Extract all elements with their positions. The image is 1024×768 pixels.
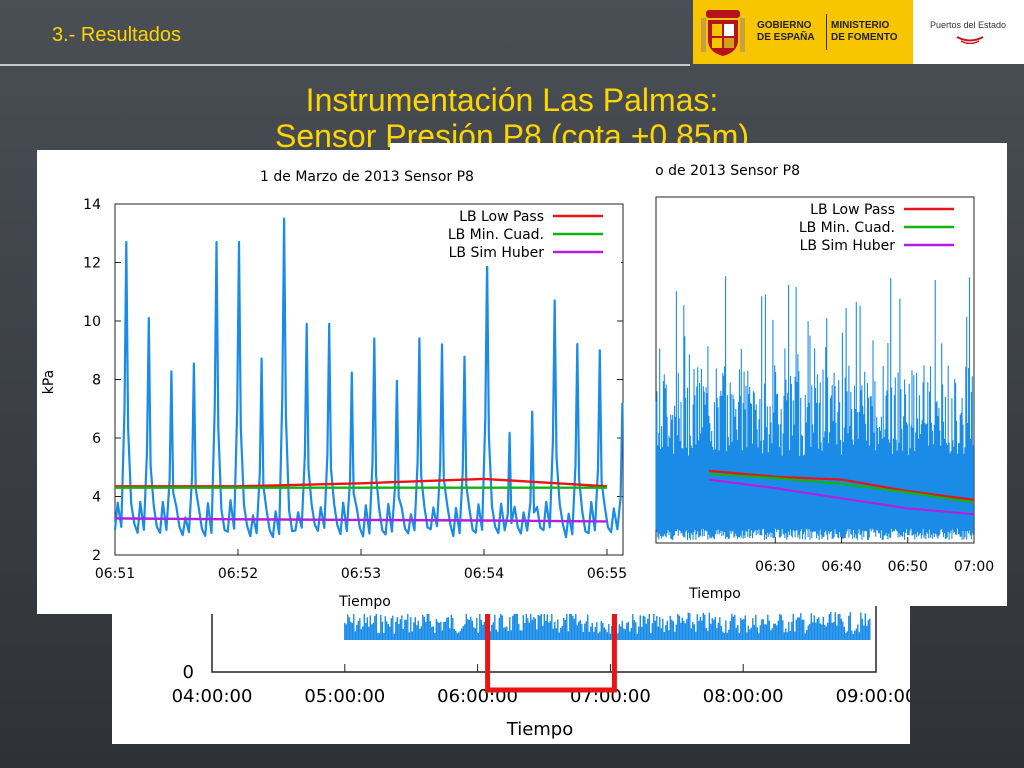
front-x-tick-label: 06:51 <box>95 566 135 582</box>
slide-title: Instrumentación Las Palmas: <box>305 82 719 118</box>
front-y-tick-label: 12 <box>83 256 101 272</box>
middle-legend-label: LB Low Pass <box>810 202 895 218</box>
puertos-logo-icon <box>956 36 984 44</box>
overview-x-ticks: 04:00:00 05:00:00 06:00:00 07:00:00 08:00:00… <box>172 664 916 707</box>
front-series-line <box>114 517 608 523</box>
front-legend-label: LB Sim Huber <box>449 245 545 261</box>
overview-x-tick-label: 08:00:00 <box>703 686 784 707</box>
middle-chart: …arzo de 2013 Sensor P8 LB Low Pass LB Mi… <box>619 163 994 602</box>
middle-x-ticks: 06:30 06:40 06:50 07:00 <box>755 537 994 575</box>
middle-x-tick-label: 06:50 <box>888 559 928 575</box>
front-x-tick-label: 06:55 <box>587 566 627 582</box>
section-title: 3.- Resultados <box>52 24 181 46</box>
middle-x-tick-label: 06:40 <box>821 559 861 575</box>
middle-legend: LB Low Pass LB Min. Cuad. LB Sim Huber <box>782 199 972 259</box>
front-x-tick-label: 06:54 <box>464 566 504 582</box>
front-y-tick-label: 6 <box>92 431 101 447</box>
front-y-tick-label: 10 <box>83 314 101 330</box>
header-divider <box>0 64 690 66</box>
slide-header: 3.- Resultados GOBIERNO DE ESPAÑA MINISTE… <box>0 0 1024 66</box>
puertos-logo-block <box>913 0 1024 64</box>
front-y-tick-label: 8 <box>92 373 101 389</box>
front-y-label: kPa <box>41 370 57 395</box>
coat-of-arms-icon <box>701 10 745 56</box>
middle-legend-label: LB Sim Huber <box>800 238 896 254</box>
middle-plot-frame <box>655 196 975 544</box>
middle-x-tick-label: 07:00 <box>954 559 994 575</box>
front-x-tick-label: 06:52 <box>218 566 258 582</box>
middle-legend-label: LB Min. Cuad. <box>799 220 895 236</box>
gobierno-label: GOBIERNO DE ESPAÑA <box>757 20 815 43</box>
middle-signal <box>655 276 974 541</box>
overview-signal <box>344 612 871 640</box>
overview-x-tick-label: 04:00:00 <box>172 686 253 707</box>
middle-x-tick-label: 06:30 <box>755 559 795 575</box>
overview-x-tick-label: 09:00:00 <box>836 686 910 707</box>
front-series-line <box>115 477 608 488</box>
middle-chart-title: …arzo de 2013 Sensor P8 <box>619 163 800 179</box>
front-chart-panel: 1 de Marzo de 2013 Sensor P8 2 4 6 8 10 12 14 … <box>37 150 655 614</box>
front-legend: LB Low Pass LB Min. Cuad. LB Sim Huber <box>419 206 621 266</box>
front-chart-title: 1 de Marzo de 2013 Sensor P8 <box>260 169 474 185</box>
overview-chart: 0 04:00:00 05:00:00 06:00:00 07:00:00 08:00:… <box>172 557 916 740</box>
front-legend-label: LB Min. Cuad. <box>448 227 544 243</box>
front-y-tick-label: 2 <box>92 548 101 564</box>
overview-y-tick-0: 0 <box>183 662 194 683</box>
middle-series <box>708 469 975 516</box>
ministerio-label: MINISTERIO DE FOMENTO <box>831 20 898 43</box>
puertos-label: Puertos del Estado <box>930 20 1007 30</box>
overview-signal-trace <box>344 612 871 640</box>
front-legend-label: LB Low Pass <box>459 209 544 225</box>
front-y-tick-label: 14 <box>83 197 101 213</box>
middle-series-line <box>708 478 975 516</box>
front-x-ticks: 06:51 06:52 06:53 06:54 06:55 <box>95 549 627 582</box>
middle-signal-trace <box>655 276 974 541</box>
middle-series-line <box>708 472 975 504</box>
front-signal-trace <box>113 217 624 539</box>
front-chart: 1 de Marzo de 2013 Sensor P8 2468101214 … <box>41 169 627 610</box>
front-signal <box>113 217 624 539</box>
front-y-tick-label: 4 <box>92 490 101 506</box>
front-series <box>114 477 608 523</box>
front-y-ticks: 2 4 6 8 10 12 14 <box>83 197 623 564</box>
front-x-label: Tiempo <box>338 594 391 610</box>
middle-x-label: Tiempo <box>688 586 741 602</box>
front-x-tick-label: 06:53 <box>341 566 381 582</box>
middle-series-line <box>708 469 975 501</box>
logo-separator <box>826 14 827 50</box>
overview-x-tick-label: 05:00:00 <box>304 686 385 707</box>
overview-x-label: Tiempo <box>506 719 574 740</box>
